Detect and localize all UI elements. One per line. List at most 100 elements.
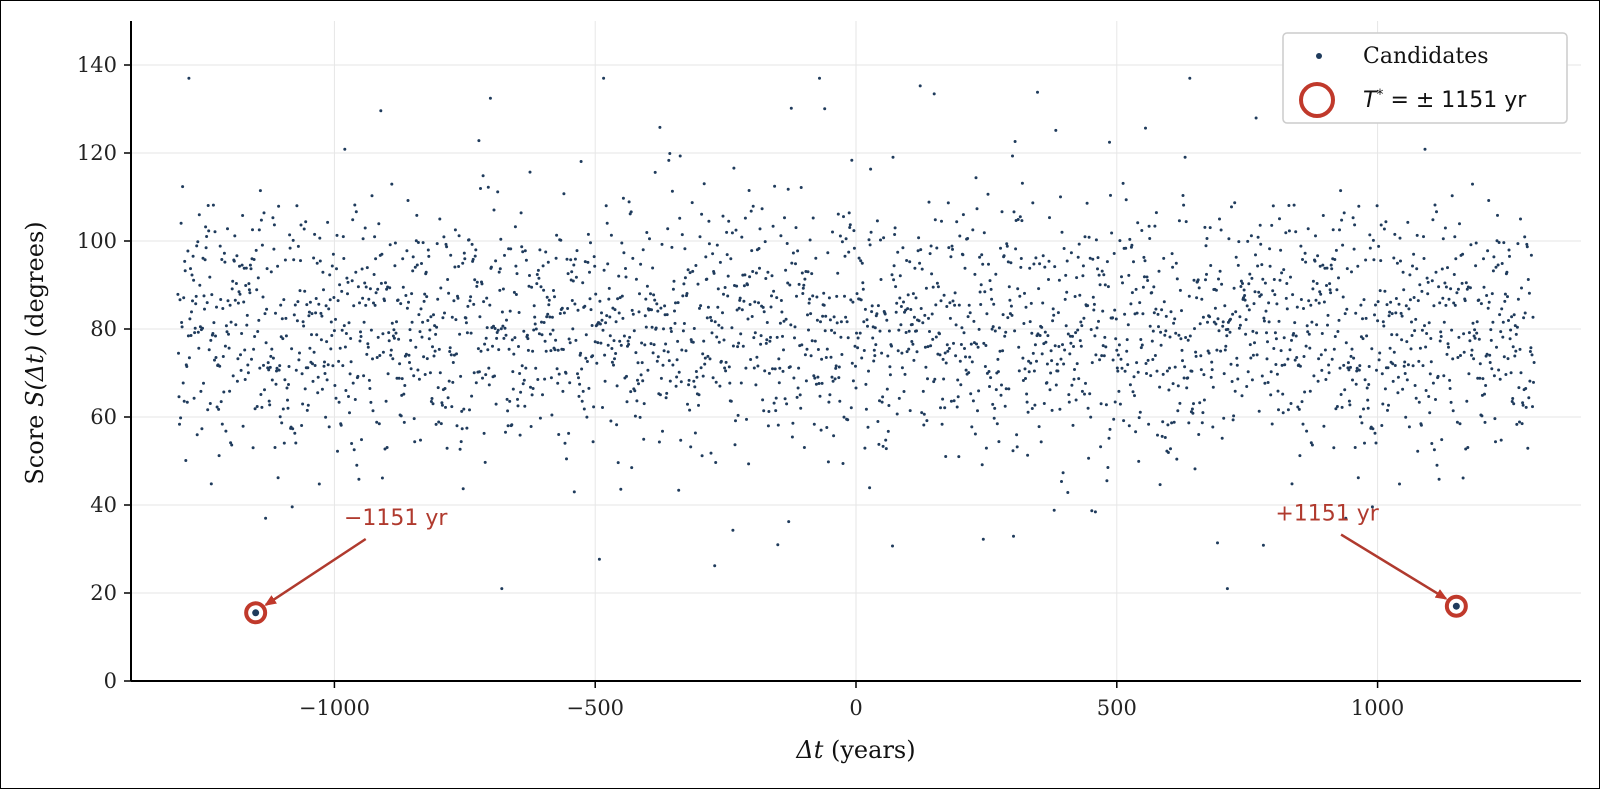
data-point — [931, 337, 935, 341]
data-point — [574, 338, 578, 342]
data-point — [783, 216, 786, 220]
data-point — [1516, 297, 1520, 301]
data-point — [593, 340, 597, 344]
data-point — [785, 242, 789, 245]
data-point — [455, 352, 458, 356]
data-point — [633, 414, 637, 418]
data-point — [860, 261, 864, 265]
data-point — [178, 422, 181, 426]
data-point — [704, 255, 708, 259]
data-point — [411, 269, 415, 273]
data-point — [381, 350, 385, 354]
data-point — [767, 410, 771, 413]
data-point — [749, 358, 753, 361]
data-point — [592, 405, 596, 409]
data-point — [1003, 404, 1007, 408]
data-point — [492, 324, 495, 328]
data-point — [526, 348, 530, 352]
data-point — [519, 390, 523, 394]
data-point — [1234, 310, 1238, 314]
data-point — [1080, 324, 1084, 328]
data-point — [935, 281, 939, 285]
data-point — [568, 381, 572, 385]
data-point — [1499, 438, 1503, 442]
data-point — [605, 314, 609, 318]
data-point — [1328, 282, 1332, 286]
data-point — [186, 249, 190, 253]
data-point — [1107, 436, 1111, 440]
data-point — [1381, 320, 1385, 324]
data-point — [839, 320, 843, 324]
data-point — [1235, 363, 1239, 367]
data-point — [860, 356, 864, 360]
data-point — [548, 315, 552, 319]
data-point — [1495, 345, 1498, 349]
data-point — [1214, 288, 1218, 292]
data-point — [428, 371, 432, 375]
data-point — [528, 170, 532, 174]
data-point — [762, 409, 766, 413]
data-point — [571, 279, 575, 283]
data-point — [220, 422, 224, 426]
data-point — [256, 330, 260, 333]
data-point — [1473, 336, 1477, 340]
data-point — [185, 365, 189, 368]
data-point — [501, 324, 505, 328]
data-point — [587, 386, 591, 390]
data-point — [1115, 366, 1119, 370]
data-point — [644, 325, 648, 329]
data-point — [308, 346, 312, 350]
data-point — [1049, 349, 1053, 353]
data-point — [320, 314, 324, 318]
data-point — [645, 231, 649, 234]
data-point — [737, 306, 741, 310]
data-point — [262, 363, 265, 367]
data-point — [687, 378, 691, 382]
data-point — [1428, 372, 1432, 376]
data-point — [1116, 369, 1120, 373]
data-point — [417, 377, 421, 381]
data-point — [1130, 243, 1134, 247]
data-point — [895, 301, 899, 305]
data-point — [1350, 270, 1353, 274]
data-point — [1459, 354, 1462, 357]
data-point — [634, 351, 638, 355]
data-point — [493, 327, 497, 330]
data-point — [682, 282, 686, 286]
data-point — [1040, 352, 1044, 356]
data-point — [1326, 323, 1329, 327]
data-point — [1510, 400, 1514, 403]
data-point — [215, 405, 219, 409]
data-point — [705, 316, 709, 320]
data-point — [1194, 350, 1198, 354]
data-point — [855, 331, 858, 335]
data-point — [1340, 405, 1344, 409]
data-point — [599, 341, 603, 345]
data-point — [413, 265, 417, 269]
data-point — [928, 330, 931, 333]
data-point — [1409, 347, 1413, 351]
data-point — [753, 331, 757, 335]
data-point — [493, 374, 496, 378]
data-point — [887, 404, 891, 407]
data-point — [499, 327, 503, 331]
data-point — [1009, 304, 1013, 308]
data-point — [868, 486, 872, 490]
data-point — [1472, 357, 1476, 361]
data-point — [533, 315, 537, 319]
data-point — [308, 300, 312, 304]
data-point — [534, 366, 538, 370]
data-point — [786, 187, 790, 191]
data-point — [664, 342, 668, 346]
data-point — [1175, 457, 1179, 461]
data-point — [987, 262, 990, 266]
data-point — [1074, 331, 1078, 335]
data-point — [795, 395, 799, 399]
data-point — [850, 361, 854, 365]
data-point — [853, 344, 857, 348]
data-point — [377, 222, 381, 226]
data-point — [520, 245, 524, 249]
data-point — [968, 355, 972, 359]
data-point — [1105, 260, 1109, 264]
data-point — [1515, 422, 1519, 426]
